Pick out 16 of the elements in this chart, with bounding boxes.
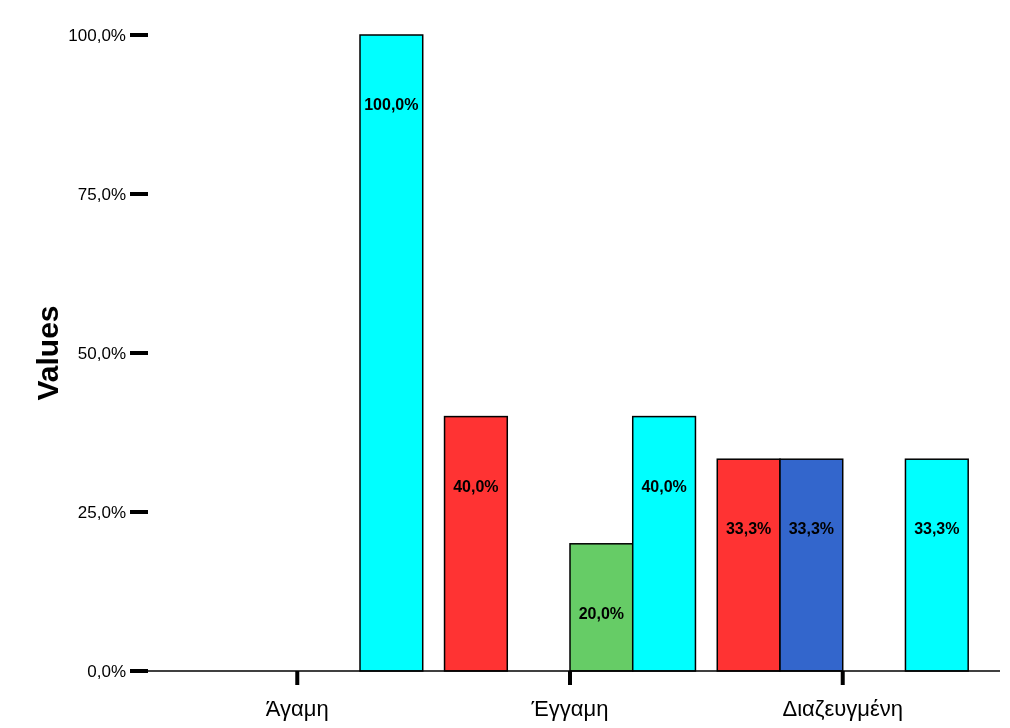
data-label: 100,0%	[364, 96, 419, 113]
x-tick-label: Άγαμη	[265, 696, 329, 721]
x-tick-label: Διαζευγμένη	[782, 696, 904, 721]
data-label: 33,3%	[788, 520, 835, 538]
y-axis-title: Values	[31, 305, 64, 401]
data-label: 33,3%	[725, 520, 772, 538]
y-tick-label: 0,0%	[87, 661, 126, 681]
data-label: 20,0%	[578, 604, 625, 622]
y-tick-label: 25,0%	[77, 502, 126, 522]
y-tick-label: 75,0%	[77, 184, 126, 204]
x-tick-label: Έγγαμη	[530, 696, 609, 721]
data-label: 40,0%	[641, 477, 687, 495]
y-tick-label: 50,0%	[77, 343, 126, 363]
data-label: 40,0%	[453, 477, 499, 495]
y-tick-label: 100,0%	[68, 25, 126, 45]
data-label: 33,3%	[914, 520, 960, 538]
